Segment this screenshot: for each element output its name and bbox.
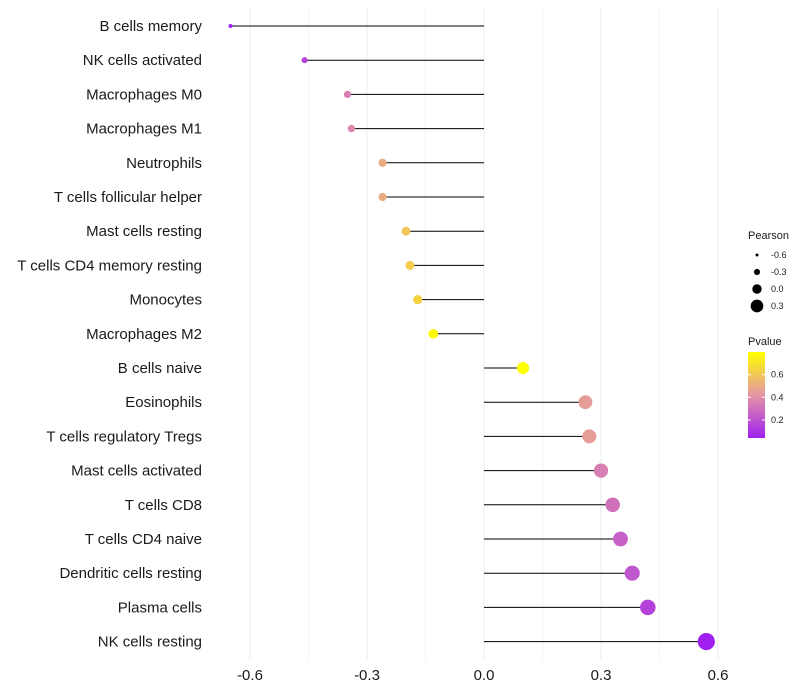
color-legend-label: 0.2	[771, 415, 784, 425]
lollipop-segments	[230, 25, 707, 643]
lollipop-point	[343, 90, 352, 99]
category-label: Mast cells activated	[71, 463, 202, 480]
size-legend-label: 0.0	[771, 284, 784, 294]
lollipop-point	[613, 531, 628, 547]
category-label: Plasma cells	[118, 599, 202, 616]
lollipop-point	[301, 57, 308, 64]
lollipop-point	[624, 565, 640, 581]
lollipop-point	[640, 599, 656, 616]
lollipop-point	[605, 497, 620, 513]
size-legend-label: -0.6	[771, 250, 787, 260]
category-labels: B cells memory NK cells activated Macropha…	[17, 18, 202, 651]
color-legend-label: 0.6	[771, 370, 784, 380]
x-tick-label: -0.3	[354, 667, 380, 684]
category-label: Macrophages M2	[86, 326, 202, 343]
category-label: B cells memory	[99, 18, 202, 35]
category-label: NK cells resting	[98, 634, 202, 651]
lollipop-point	[516, 361, 530, 375]
lollipop-point	[428, 328, 439, 339]
category-label: Neutrophils	[126, 155, 202, 172]
category-label: Eosinophils	[125, 394, 202, 411]
category-label: Monocytes	[129, 292, 202, 309]
category-label: T cells CD4 memory resting	[17, 257, 202, 274]
size-legend-title: Pearson	[748, 230, 789, 242]
lollipop-point	[378, 192, 387, 202]
gridlines	[249, 8, 719, 660]
lollipop-point	[401, 226, 411, 236]
category-label: T cells CD4 naive	[85, 531, 202, 548]
color-legend-bar	[748, 352, 765, 438]
category-label: Macrophages M0	[86, 86, 202, 103]
lollipop-point	[413, 295, 423, 305]
lollipop-point	[697, 633, 715, 651]
color-legend-title: Pvalue	[748, 336, 782, 348]
pvalue-color-legend: Pvalue 0.2 0.4 0.6	[748, 336, 784, 438]
lollipop-point	[228, 24, 233, 28]
color-legend-label: 0.4	[771, 392, 784, 402]
pearson-size-legend: Pearson -0.6 -0.3 0.0 0.3	[748, 230, 789, 313]
lollipop-points	[228, 24, 715, 651]
category-label: Mast cells resting	[86, 223, 202, 240]
lollipop-point	[347, 124, 356, 133]
lollipop-point	[378, 158, 387, 167]
size-legend-key	[750, 299, 764, 313]
size-legend-label: 0.3	[771, 301, 784, 311]
category-label: B cells naive	[118, 360, 202, 377]
x-tick-label: 0.6	[708, 667, 729, 684]
category-label: Dendritic cells resting	[59, 565, 202, 582]
size-legend-key	[753, 268, 761, 276]
x-axis-ticks: -0.6 -0.3 0.0 0.3 0.6	[237, 667, 728, 684]
lollipop-point	[593, 463, 609, 478]
size-legend-key	[755, 253, 759, 257]
category-label: T cells CD8	[125, 497, 202, 514]
category-label: T cells regulatory Tregs	[46, 428, 202, 445]
category-label: Macrophages M1	[86, 121, 202, 138]
x-tick-label: -0.6	[237, 667, 263, 684]
lollipop-point	[578, 395, 593, 410]
lollipop-point	[582, 429, 597, 444]
lollipop-point	[405, 260, 415, 270]
category-label: T cells follicular helper	[54, 189, 202, 206]
x-tick-label: 0.0	[474, 667, 495, 684]
size-legend-label: -0.3	[771, 267, 787, 277]
size-legend-key	[752, 284, 762, 294]
x-tick-label: 0.3	[591, 667, 612, 684]
category-label: NK cells activated	[83, 52, 202, 69]
